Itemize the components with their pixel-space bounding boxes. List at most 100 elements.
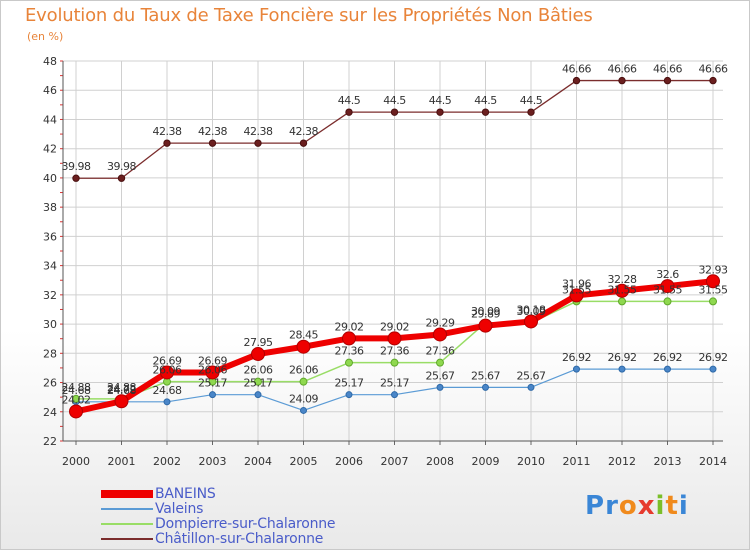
x-tick-label: 2013 — [654, 455, 682, 468]
data-label-baneins: 29.29 — [426, 316, 455, 329]
x-tick-label: 2006 — [335, 455, 363, 468]
legend-swatch — [101, 538, 153, 540]
data-point-ch-tillon-sur-chalaronne — [481, 108, 490, 116]
data-point-valeins — [573, 365, 580, 373]
data-point-baneins — [615, 283, 629, 298]
data-label-dompierre-sur-chalaronne: 30.09 — [471, 305, 500, 318]
data-label-dompierre-sur-chalaronne: 27.36 — [426, 345, 455, 358]
x-tick-label: 2007 — [381, 455, 409, 468]
y-tick-label: 22 — [43, 435, 57, 448]
chart-title: Evolution du Taux de Taxe Foncière sur l… — [25, 5, 593, 26]
data-label-baneins: 31.96 — [562, 277, 591, 290]
data-label-valeins: 24.09 — [289, 392, 318, 405]
legend-label: BANEINS — [155, 486, 216, 502]
data-point-valeins — [254, 391, 262, 399]
data-label-dompierre-sur-chalaronne: 27.36 — [335, 345, 364, 358]
data-label-ch-tillon-sur-chalaronne: 46.66 — [699, 63, 728, 76]
y-tick-label: 32 — [43, 289, 57, 302]
data-label-ch-tillon-sur-chalaronne: 46.66 — [608, 63, 637, 76]
data-point-valeins — [709, 365, 717, 373]
data-point-dompierre-sur-chalaronne — [72, 394, 80, 403]
data-label-dompierre-sur-chalaronne: 31.55 — [608, 283, 637, 296]
data-point-dompierre-sur-chalaronne — [436, 358, 444, 367]
data-point-ch-tillon-sur-chalaronne — [299, 139, 308, 147]
y-tick-label: 28 — [43, 347, 57, 360]
data-label-baneins: 26.69 — [198, 354, 227, 367]
data-label-ch-tillon-sur-chalaronne: 42.38 — [244, 125, 273, 138]
data-point-dompierre-sur-chalaronne — [299, 377, 308, 386]
data-label-valeins: 26.92 — [608, 351, 637, 364]
data-label-valeins: 24.68 — [62, 384, 91, 397]
y-tick-label: 36 — [43, 230, 57, 243]
legend-label: Valeins — [155, 501, 204, 517]
data-point-dompierre-sur-chalaronne — [390, 358, 399, 367]
data-point-ch-tillon-sur-chalaronne — [345, 108, 353, 116]
data-point-baneins — [569, 288, 584, 303]
data-point-dompierre-sur-chalaronne — [618, 297, 626, 306]
data-point-baneins — [524, 314, 538, 329]
data-point-ch-tillon-sur-chalaronne — [663, 76, 672, 85]
data-label-valeins: 26.92 — [653, 351, 682, 364]
data-point-valeins — [345, 391, 353, 399]
data-label-valeins: 24.68 — [153, 384, 182, 397]
data-point-baneins — [342, 331, 356, 346]
data-point-valeins — [209, 391, 216, 399]
data-label-ch-tillon-sur-chalaronne: 46.66 — [562, 63, 591, 76]
data-label-dompierre-sur-chalaronne: 31.55 — [653, 283, 682, 296]
data-point-ch-tillon-sur-chalaronne — [72, 174, 80, 182]
data-point-baneins — [69, 404, 83, 419]
data-point-baneins — [251, 347, 265, 362]
data-point-dompierre-sur-chalaronne — [345, 358, 353, 367]
x-tick-label: 2004 — [244, 455, 272, 468]
data-label-dompierre-sur-chalaronne: 31.55 — [562, 283, 591, 296]
legend-label: Châtillon-sur-Chalaronne — [155, 531, 324, 547]
data-label-dompierre-sur-chalaronne: 24.88 — [62, 381, 91, 394]
data-label-baneins: 24.02 — [62, 393, 91, 406]
logo-letter: x — [637, 491, 656, 521]
data-point-ch-tillon-sur-chalaronne — [208, 139, 217, 147]
y-tick-label: 40 — [43, 172, 57, 185]
logo-letter: P — [585, 491, 606, 521]
y-tick-label: 38 — [43, 201, 57, 214]
data-label-ch-tillon-sur-chalaronne: 42.38 — [198, 125, 227, 138]
y-tick-label: 46 — [43, 84, 57, 97]
x-tick-label: 2009 — [472, 455, 500, 468]
x-tick-label: 2011 — [563, 455, 591, 468]
data-label-baneins: 29.02 — [335, 320, 364, 333]
data-point-baneins — [114, 394, 129, 409]
data-label-baneins: 27.95 — [244, 336, 273, 349]
data-label-valeins: 26.92 — [699, 351, 728, 364]
x-tick-label: 2008 — [426, 455, 454, 468]
data-label-valeins: 25.17 — [335, 377, 364, 390]
data-label-valeins: 25.67 — [517, 369, 546, 382]
data-point-ch-tillon-sur-chalaronne — [254, 139, 262, 147]
y-tick-label: 48 — [43, 55, 57, 68]
logo-letter: t — [665, 491, 679, 521]
proxiti-logo: Proxiti — [585, 491, 689, 521]
data-label-ch-tillon-sur-chalaronne: 44.5 — [474, 94, 497, 107]
data-label-dompierre-sur-chalaronne: 26.06 — [289, 364, 318, 377]
data-label-valeins: 24.68 — [107, 384, 136, 397]
data-label-ch-tillon-sur-chalaronne: 44.5 — [429, 94, 452, 107]
y-tick-label: 44 — [43, 113, 57, 126]
data-point-baneins — [296, 339, 311, 354]
data-point-ch-tillon-sur-chalaronne — [709, 76, 717, 85]
data-label-ch-tillon-sur-chalaronne: 44.5 — [383, 94, 406, 107]
data-point-ch-tillon-sur-chalaronne — [390, 108, 399, 116]
data-point-baneins — [160, 365, 174, 380]
data-label-dompierre-sur-chalaronne: 26.06 — [244, 364, 273, 377]
data-label-baneins: 29.02 — [380, 320, 409, 333]
data-point-valeins — [163, 398, 171, 406]
data-label-ch-tillon-sur-chalaronne: 39.98 — [107, 160, 136, 173]
data-label-baneins: 29.89 — [471, 308, 500, 321]
data-label-ch-tillon-sur-chalaronne: 44.5 — [520, 94, 543, 107]
data-label-ch-tillon-sur-chalaronne: 44.5 — [338, 94, 361, 107]
data-point-dompierre-sur-chalaronne — [254, 377, 262, 386]
data-point-dompierre-sur-chalaronne — [663, 297, 672, 306]
data-label-valeins: 25.67 — [471, 369, 500, 382]
data-label-valeins: 25.17 — [244, 377, 273, 390]
legend-swatch — [101, 523, 153, 525]
logo-letter: r — [605, 491, 619, 521]
data-label-dompierre-sur-chalaronne: 30.09 — [517, 305, 546, 318]
